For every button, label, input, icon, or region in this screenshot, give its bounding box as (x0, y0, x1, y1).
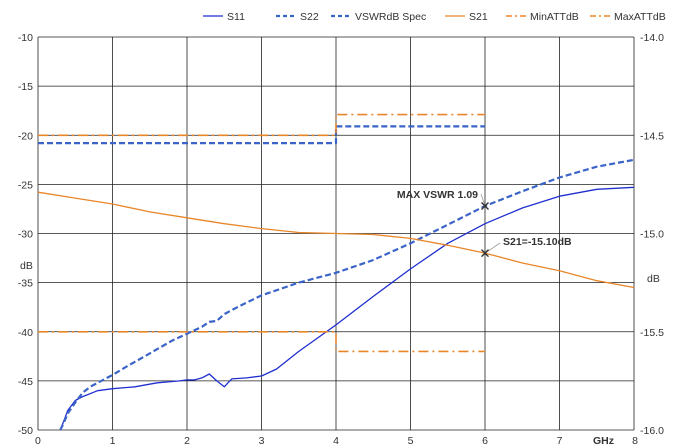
y-tick-label: -15 (18, 81, 33, 93)
y-tick-label: -50 (18, 425, 33, 437)
y2-tick-label: -15.5 (640, 327, 664, 339)
series-group (37, 113, 635, 431)
annotation-marker (481, 201, 489, 210)
series-line-s22 (59, 158, 635, 431)
legend-label-s21: S21 (469, 11, 488, 23)
x-tick-label: 3 (259, 435, 265, 447)
annotation-label: S21=-15.10dB (503, 236, 572, 248)
y-tick-label: -20 (18, 130, 33, 142)
y-tick-label: -35 (18, 278, 33, 290)
y-tick-label: -45 (18, 376, 33, 388)
series-line-maxattdb (38, 113, 485, 137)
y2-tick-label: -14.5 (640, 130, 664, 142)
tick-labels: 0 1 2 3 4 5 6 7 8 -10 -15 -20 -25 -30 -35 -40 -45 -50 -14.… (18, 32, 664, 447)
series-line-s21 (37, 191, 635, 289)
legend-label-minattdb: MinATTdB (530, 11, 579, 23)
series-line-minattdb (38, 330, 485, 353)
y-tick-label: -30 (18, 229, 33, 241)
legend-label-vswrdb-spec: VSWRdB Spec (355, 11, 426, 23)
legend: S11 S22 VSWRdB Spec S21 MinATTdB MaxATTdB (203, 11, 666, 23)
series-line-vswrdb-spec (38, 125, 485, 145)
x-tick-label: 4 (333, 435, 339, 447)
annotation-leader (480, 193, 486, 207)
y2-axis-label: dB (647, 273, 660, 285)
legend-label-s22: S22 (300, 11, 319, 23)
x-tick-label: 0 (35, 435, 41, 447)
annotation-marker (481, 249, 489, 258)
x-tick-label: 8 (632, 435, 638, 447)
x-tick-label: 6 (482, 435, 488, 447)
y2-tick-label: -16.0 (640, 425, 664, 437)
annotation-label: MAX VSWR 1.09 (397, 189, 478, 201)
y2-tick-label: -15.0 (640, 229, 664, 241)
x-tick-label: 1 (110, 435, 116, 447)
x-tick-label: 5 (408, 435, 414, 447)
series-line-s11 (59, 186, 635, 431)
legend-label-maxattdb: MaxATTdB (614, 11, 666, 23)
y-axis-label: dB (20, 260, 33, 272)
legend-label-s11: S11 (227, 11, 245, 23)
x-tick-label: 7 (557, 435, 563, 447)
y2-tick-label: -14.0 (640, 32, 664, 44)
y-tick-label: -25 (18, 179, 33, 191)
annotations: MAX VSWR 1.09 S21=-15.10dB (397, 189, 572, 258)
y-tick-label: -40 (18, 327, 33, 339)
x-tick-label: 2 (184, 435, 190, 447)
x-axis-label: GHz (593, 435, 614, 447)
y-tick-label: -10 (18, 32, 33, 44)
